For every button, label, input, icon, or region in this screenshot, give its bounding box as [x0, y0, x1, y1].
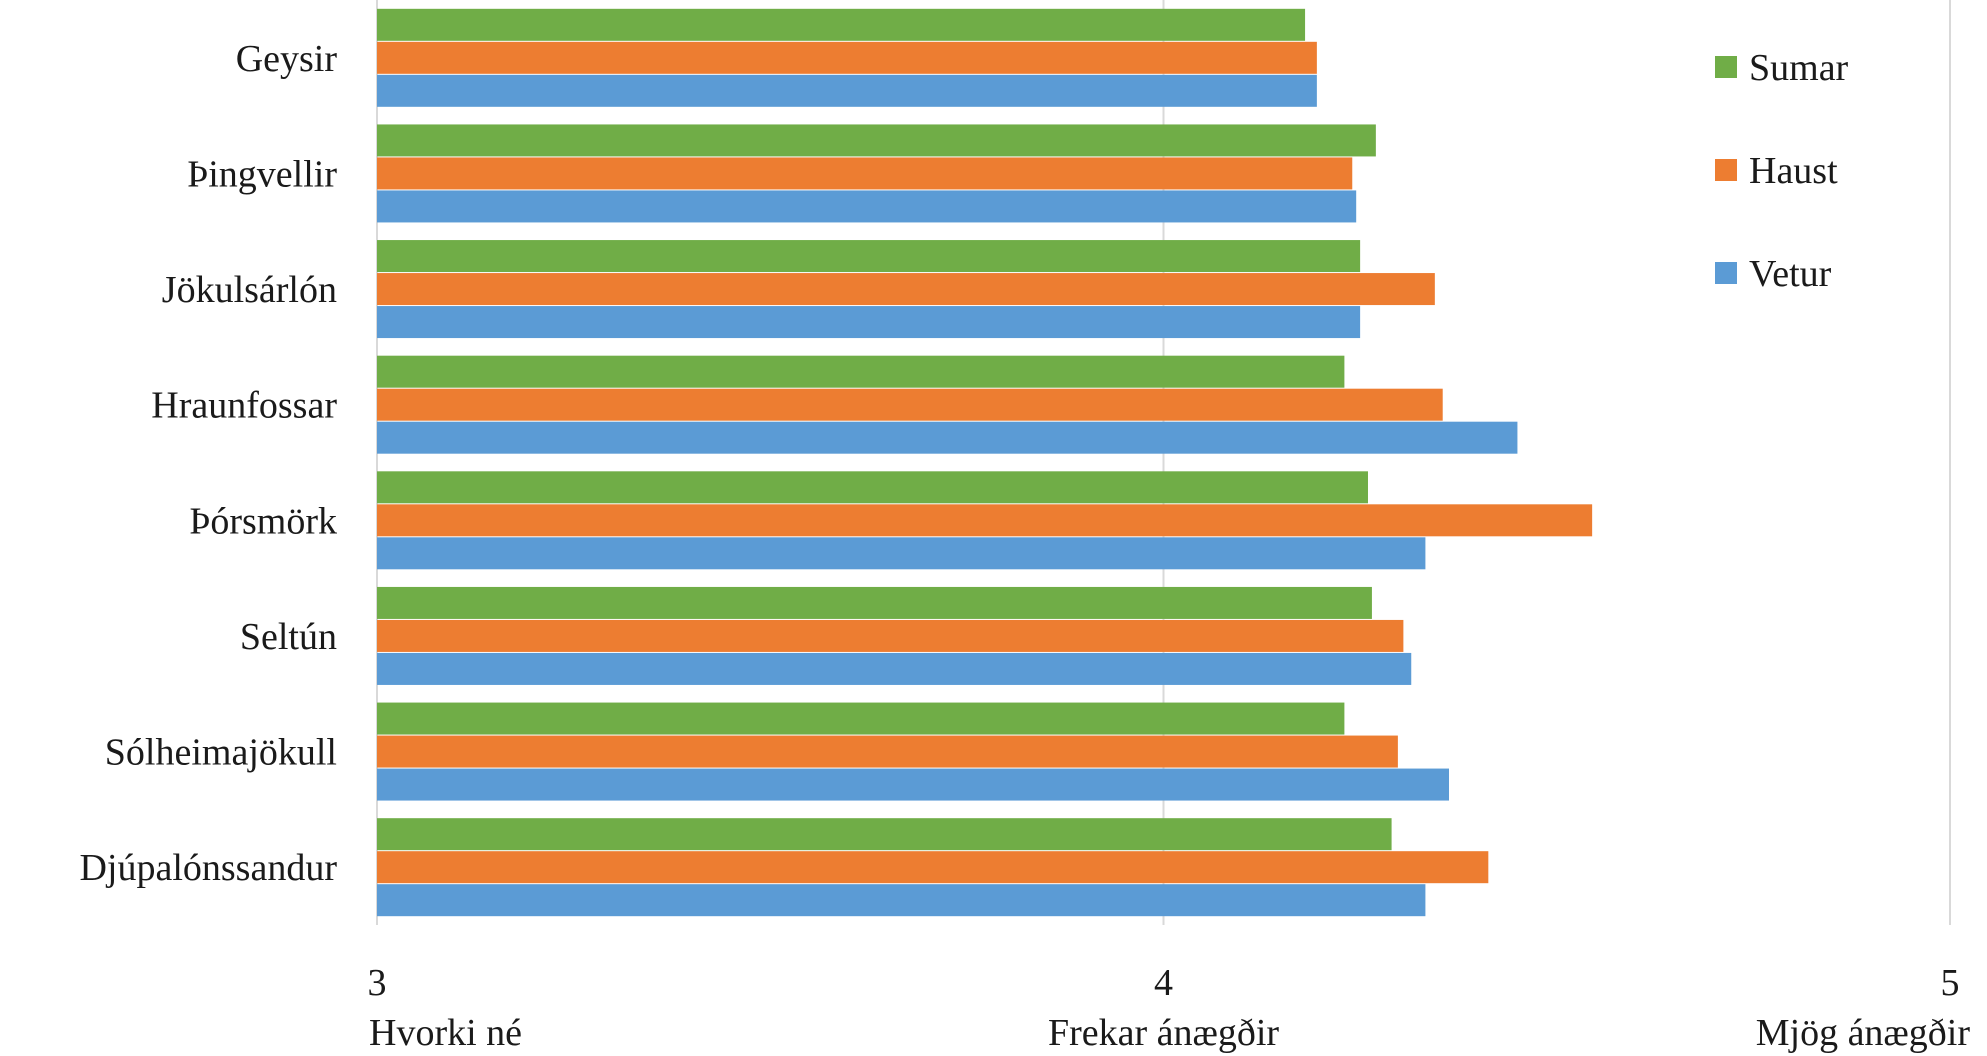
category-label: Sólheimajökull [105, 732, 337, 774]
category-label: Seltún [240, 616, 337, 658]
x-tick-number: 3 [368, 962, 387, 1004]
bar-haust [377, 851, 1489, 884]
bar-vetur [377, 306, 1361, 339]
legend-label: Haust [1749, 150, 1838, 192]
bar-haust [377, 273, 1435, 306]
category-labels: Geysir Þingvellir Jökulsárlón Hraunfossar Þó… [79, 38, 337, 889]
bar-vetur [377, 537, 1426, 570]
category-label: Djúpalónssandur [79, 847, 337, 889]
x-axis-ticks: 3 Hvorki né 4 Frekar ánægðir 5 Mjög ánægðir [368, 962, 1971, 1054]
bar-sumar [377, 355, 1345, 388]
bar-vetur [377, 884, 1426, 917]
bar-vetur [377, 421, 1518, 454]
bar-sumar [377, 471, 1368, 504]
bar-haust [377, 157, 1353, 190]
x-tick-number: 4 [1154, 962, 1173, 1004]
category-label: Þingvellir [187, 153, 337, 195]
category-label: Geysir [236, 38, 338, 80]
bar-haust [377, 735, 1398, 768]
category-label: Þórsmörk [189, 500, 337, 542]
category-label: Jökulsárlón [162, 269, 337, 311]
bar-haust [377, 388, 1443, 421]
bar-vetur [377, 74, 1317, 107]
bar-haust [377, 41, 1317, 74]
x-tick-label: Frekar ánægðir [1048, 1012, 1279, 1054]
legend-label: Sumar [1749, 47, 1849, 89]
bars [377, 8, 1593, 917]
bar-haust [377, 504, 1593, 537]
bar-vetur [377, 768, 1449, 801]
legend: Sumar Haust Vetur [1715, 47, 1849, 295]
bar-sumar [377, 702, 1345, 735]
bar-sumar [377, 124, 1376, 157]
bar-vetur [377, 652, 1412, 685]
x-tick-number: 5 [1941, 962, 1960, 1004]
bar-haust [377, 619, 1404, 652]
x-tick-label: Mjög ánægðir [1756, 1012, 1971, 1054]
bar-vetur [377, 190, 1357, 223]
x-tick-label: Hvorki né [369, 1012, 522, 1054]
bar-sumar [377, 586, 1372, 619]
legend-label: Vetur [1749, 253, 1832, 295]
bar-sumar [377, 818, 1392, 851]
bar-sumar [377, 240, 1361, 273]
legend-swatch-haust [1715, 159, 1737, 181]
category-label: Hraunfossar [151, 385, 337, 427]
legend-swatch-sumar [1715, 56, 1737, 78]
bar-sumar [377, 8, 1306, 41]
legend-swatch-vetur [1715, 262, 1737, 284]
